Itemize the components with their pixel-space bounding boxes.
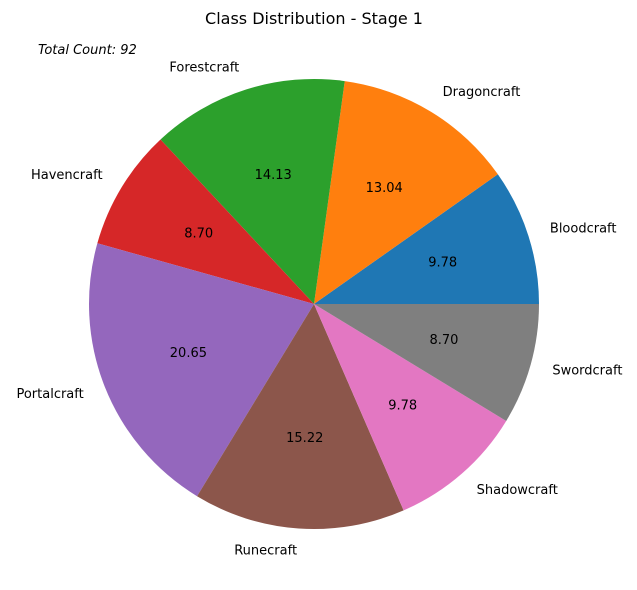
category-labels: Bloodcraft Dragoncraft Forestcraft Havencra… xyxy=(16,61,622,559)
category-label-portalcraft: Portalcraft xyxy=(16,387,83,402)
category-label-runecraft: Runecraft xyxy=(234,543,297,558)
pie-slice-runecraft xyxy=(197,304,404,529)
value-label-shadowcraft: 9.78 xyxy=(388,398,417,413)
category-label-shadowcraft: Shadowcraft xyxy=(477,483,558,498)
category-label-dragoncraft: Dragoncraft xyxy=(443,85,521,100)
total-count-annotation: Total Count: 92 xyxy=(38,43,137,58)
value-label-havencraft: 8.70 xyxy=(184,226,213,241)
pie-slice-swordcraft xyxy=(314,304,539,421)
pie-slice-havencraft xyxy=(97,139,315,304)
value-label-swordcraft: 8.70 xyxy=(430,333,459,348)
value-label-forestcraft: 14.13 xyxy=(255,168,292,183)
category-label-bloodcraft: Bloodcraft xyxy=(550,222,617,237)
value-label-bloodcraft: 9.78 xyxy=(428,256,457,271)
pie-slice-portalcraft xyxy=(88,243,314,497)
category-label-swordcraft: Swordcraft xyxy=(552,363,622,378)
value-labels: 9.78 13.04 14.13 8.70 20.65 15.22 9.78 8.70 xyxy=(170,168,459,446)
pie-slice-shadowcraft xyxy=(314,304,507,511)
pie-slice-dragoncraft xyxy=(314,81,498,305)
pie-slice-forestcraft xyxy=(160,79,345,304)
chart-title: Class Distribution - Stage 1 xyxy=(205,9,423,28)
value-label-dragoncraft: 13.04 xyxy=(366,181,403,196)
category-label-forestcraft: Forestcraft xyxy=(169,61,239,76)
category-label-havencraft: Havencraft xyxy=(31,168,103,183)
pie-slice-bloodcraft xyxy=(314,174,539,304)
value-label-runecraft: 15.22 xyxy=(286,431,323,446)
value-label-portalcraft: 20.65 xyxy=(170,346,207,361)
pie-slices xyxy=(88,79,539,529)
